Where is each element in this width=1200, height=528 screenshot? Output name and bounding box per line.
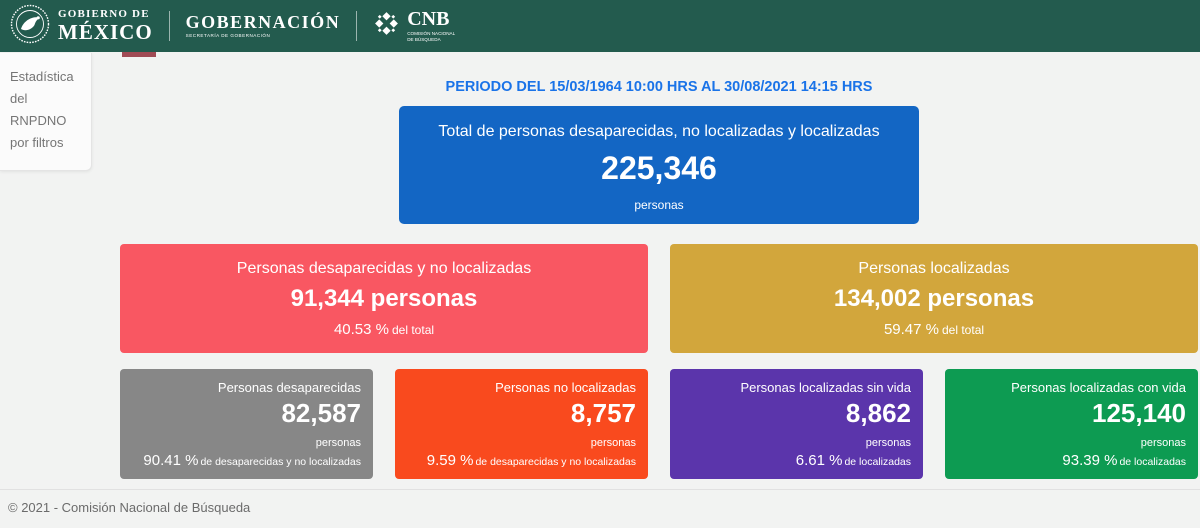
card-percent-label: de desaparecidas y no localizadas [200,456,361,468]
card-percent-line: 93.39 % de localizadas [957,452,1186,469]
card-personas-no-localizadas: Personas no localizadas 8,757 personas 9… [395,369,648,479]
card-percent-line: 40.53 % del total [120,321,648,338]
card-value: 82,587 [281,398,361,428]
card-percent-label: de desaparecidas y no localizadas [475,456,636,468]
cnb-wordmark: CNB COMISIÓN NACIONAL DE BÚSQUEDA [407,9,455,44]
card-value: 8,862 [845,398,911,428]
period-title: PERIODO DEL 15/03/1964 10:00 HRS AL 30/0… [445,79,873,95]
gobernacion-brand[interactable]: GOBERNACIÓN SECRETARÍA DE GOBERNACIÓN [186,13,341,39]
total-card-value: 225,346 [601,150,717,186]
gobierno-de-mexico-wordmark: GOBIERNO DE MÉXICO [58,9,153,43]
card-percent-label: de localizadas [844,456,911,468]
cnb-subtitle: COMISIÓN NACIONAL DE BÚSQUEDA [407,30,456,42]
card-title: Personas desaparecidas y no localizadas [236,260,532,277]
total-card-title: Total de personas desaparecidas, no loca… [438,123,880,140]
card-value: 91,344 personas [290,285,478,312]
header-accent-bar [122,52,156,57]
sidebar-item-estadistica-rnpdno[interactable]: Estadística del RNPDNO por filtros [10,69,74,151]
card-percent: 9.59 % [426,452,474,469]
card-percent: 40.53 % [333,321,389,338]
footer-copyright: © 2021 - Comisión Nacional de Búsqueda [8,500,251,515]
card-localizadas-sin-vida: Personas localizadas sin vida 8,862 pers… [670,369,923,479]
card-percent-line: 9.59 % de desaparecidas y no localizadas [407,452,636,469]
footer: © 2021 - Comisión Nacional de Búsqueda [0,489,1200,515]
gobierno-de-mexico-brand[interactable]: GOBIERNO DE MÉXICO [10,4,153,49]
card-percent-label: del total [942,323,985,337]
card-desaparecidas-no-localizadas: Personas desaparecidas y no localizadas … [120,244,648,353]
card-title: Personas no localizadas [495,380,636,395]
header-divider [356,11,358,41]
card-percent: 6.61 % [795,452,843,469]
card-percent-label: de localizadas [1119,456,1186,468]
card-unit: personas [315,437,361,449]
card-localizadas-con-vida: Personas localizadas con vida 125,140 pe… [945,369,1198,479]
header-divider [168,11,170,41]
card-title: Personas localizadas sin vida [740,380,911,395]
gobernacion-title: GOBERNACIÓN [185,12,341,33]
card-title: Personas localizadas con vida [1011,380,1186,395]
card-percent: 90.41 % [143,452,199,469]
cnb-title: CNB [407,7,450,30]
card-percent-line: 6.61 % de localizadas [682,452,911,469]
cnb-brand[interactable]: CNB COMISIÓN NACIONAL DE BÚSQUEDA [373,9,455,44]
card-value: 125,140 [1092,398,1186,428]
total-card-unit: personas [634,198,684,212]
card-percent: 93.39 % [1062,452,1118,469]
card-percent: 59.47 % [883,321,939,338]
main-content: PERIODO DEL 15/03/1964 10:00 HRS AL 30/0… [120,52,1198,479]
card-percent-label: del total [392,323,435,337]
card-unit: personas [865,437,911,449]
card-localizadas: Personas localizadas 134,002 personas 59… [670,244,1198,353]
cnb-flower-icon [373,10,400,42]
card-title: Personas desaparecidas [217,380,361,395]
card-value: 134,002 personas [833,285,1035,312]
card-title: Personas localizadas [858,260,1010,277]
gobierno-line1: GOBIERNO DE [58,8,150,20]
mexico-eagle-logo-icon [10,4,50,49]
card-percent-line: 59.47 % del total [670,321,1198,338]
card-value: 8,757 [570,398,636,428]
card-percent-line: 90.41 % de desaparecidas y no localizadas [132,452,361,469]
top-navbar: GOBIERNO DE MÉXICO GOBERNACIÓN SECRETARÍ… [0,0,1200,52]
summary-cards-row: Personas desaparecidas y no localizadas … [120,244,1198,353]
gobernacion-subtitle: SECRETARÍA DE GOBERNACIÓN [185,33,271,39]
total-card: Total de personas desaparecidas, no loca… [399,106,919,224]
card-personas-desaparecidas: Personas desaparecidas 82,587 personas 9… [120,369,373,479]
card-unit: personas [590,437,636,449]
gobierno-line2: MÉXICO [58,20,153,44]
detail-cards-row: Personas desaparecidas 82,587 personas 9… [120,369,1198,479]
card-unit: personas [1140,437,1186,449]
sidebar: Estadística del RNPDNO por filtros [0,53,92,172]
